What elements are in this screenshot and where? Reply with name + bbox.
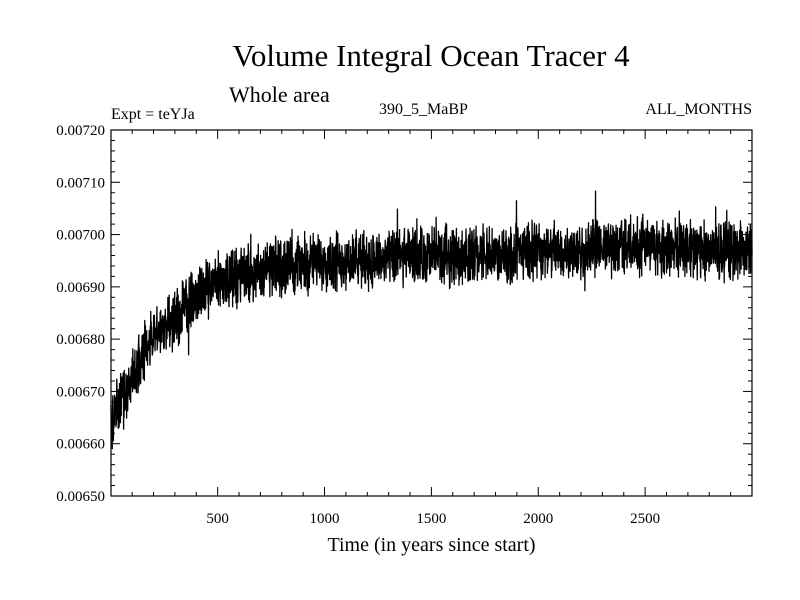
x-tick-label: 2000 — [523, 511, 553, 527]
experiment-label: Expt = teYJa — [111, 106, 195, 123]
y-tick-label: 0.00720 — [56, 123, 105, 139]
x-tick-label: 1500 — [416, 511, 446, 527]
plot-frame — [110, 129, 753, 497]
series-line-tracer4 — [110, 190, 753, 450]
x-tick-label: 1000 — [310, 511, 340, 527]
period-label: ALL_MONTHS — [645, 101, 752, 118]
x-axis-label: Time (in years since start) — [327, 534, 535, 556]
x-tick-label: 2500 — [630, 511, 660, 527]
chart-subtitle: Whole area — [229, 82, 330, 107]
chart-title: Volume Integral Ocean Tracer 4 — [232, 38, 630, 73]
y-tick-label: 0.00670 — [56, 384, 105, 400]
x-tick-label: 500 — [206, 511, 229, 527]
y-tick-label: 0.00700 — [56, 228, 105, 244]
y-tick-label: 0.00650 — [56, 489, 105, 505]
y-tick-label: 0.00710 — [56, 175, 105, 191]
y-tick-label: 0.00690 — [56, 280, 105, 296]
run-id-label: 390_5_MaBP — [379, 101, 468, 118]
y-tick-label: 0.00660 — [56, 437, 105, 453]
y-tick-label: 0.00680 — [56, 332, 105, 348]
